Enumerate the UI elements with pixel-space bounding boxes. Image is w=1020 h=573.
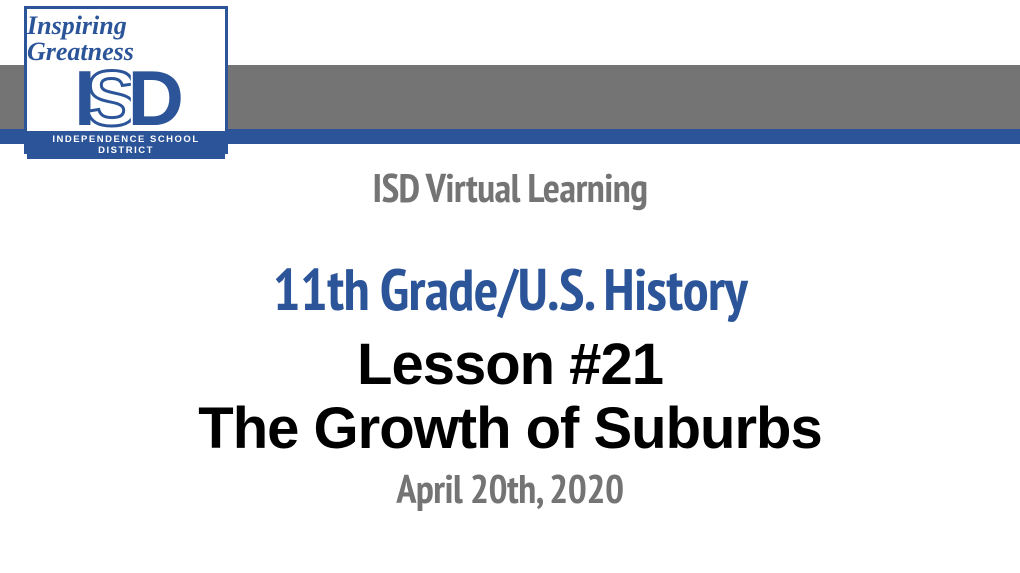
lesson-date: April 20th, 2020 [0, 463, 1020, 515]
logo-letter-d: D [128, 65, 178, 131]
course-title: 11th Grade/U.S. History [0, 252, 1020, 327]
logo-main-text: I S D [74, 65, 178, 131]
logo-letter-s: S [86, 65, 132, 131]
lesson-number: Lesson #21 [0, 333, 1020, 397]
program-title: ISD Virtual Learning [0, 162, 1020, 214]
lesson-title: The Growth of Suburbs [0, 397, 1020, 461]
slide-content: ISD Virtual Learning 11th Grade/U.S. His… [0, 162, 1020, 515]
isd-logo: Inspiring Greatness I S D INDEPENDENCE S… [24, 6, 228, 154]
